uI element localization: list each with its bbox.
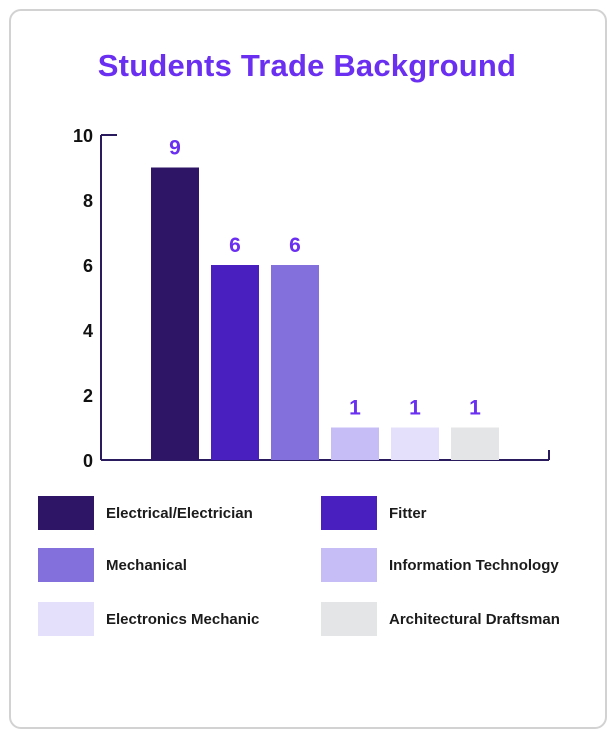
y-tick-label: 2 <box>83 386 93 406</box>
bar <box>271 265 319 460</box>
legend-item: Mechanical <box>38 548 187 582</box>
bar <box>151 167 199 460</box>
legend-item: Architectural Draftsman <box>321 602 560 636</box>
legend-item: Electronics Mechanic <box>38 602 259 636</box>
legend-swatch <box>321 496 377 530</box>
legend-label: Architectural Draftsman <box>389 610 560 628</box>
legend-swatch <box>38 496 94 530</box>
legend-label: Mechanical <box>106 556 187 574</box>
bar-value-label: 6 <box>229 234 241 257</box>
bar-value-label: 1 <box>469 397 481 420</box>
y-tick-label: 8 <box>83 191 93 211</box>
y-tick-label: 10 <box>73 126 93 146</box>
legend-item: Electrical/Electrician <box>38 496 253 530</box>
y-tick-label: 0 <box>83 451 93 471</box>
bar-value-label: 6 <box>289 234 301 257</box>
y-tick-label: 4 <box>83 321 93 341</box>
legend-swatch <box>321 548 377 582</box>
bar-value-label: 9 <box>169 137 181 160</box>
bar <box>391 427 439 460</box>
legend-swatch <box>38 602 94 636</box>
bar-value-label: 1 <box>349 397 361 420</box>
legend-swatch <box>321 602 377 636</box>
value-labels: 9 6 6 1 1 1 <box>169 137 481 420</box>
legend-label: Electronics Mechanic <box>106 610 260 628</box>
y-tick-label: 6 <box>83 256 93 276</box>
legend-label: Fitter <box>389 504 427 522</box>
bar <box>331 427 379 460</box>
bar <box>211 265 259 460</box>
bar-chart: 9 6 6 1 1 1 0 2 4 6 8 10 <box>73 126 550 471</box>
legend-label: Electrical/Electrician <box>106 504 253 522</box>
legend-item: Information Technology <box>321 548 559 582</box>
bar <box>451 427 499 460</box>
chart-title: Students Trade Background <box>97 48 517 83</box>
legend-item: Fitter <box>321 496 427 530</box>
legend-label: Information Technology <box>389 556 559 574</box>
y-tick-labels: 0 2 4 6 8 10 <box>73 126 93 471</box>
bar-value-label: 1 <box>409 397 421 420</box>
legend-swatch <box>38 548 94 582</box>
bars <box>151 167 499 460</box>
